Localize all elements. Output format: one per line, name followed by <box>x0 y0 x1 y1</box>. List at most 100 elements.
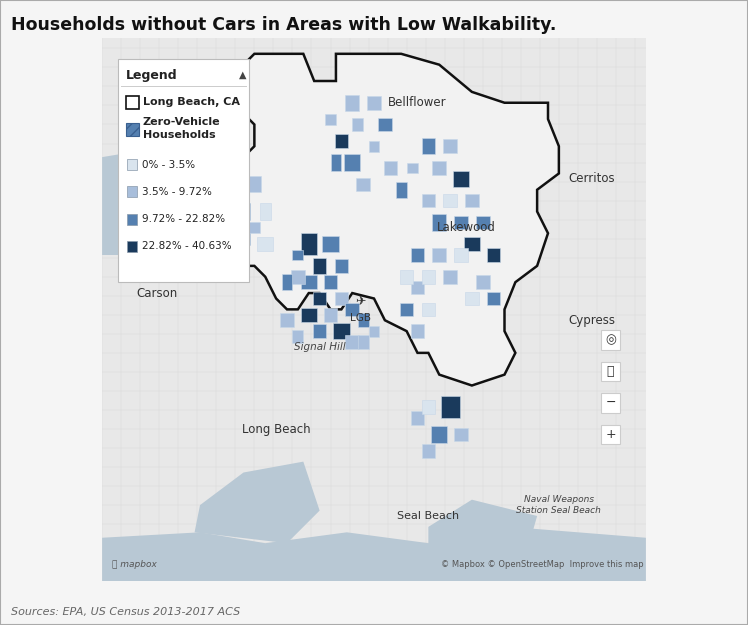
Text: 22.82% - 40.63%: 22.82% - 40.63% <box>142 241 231 251</box>
Bar <box>233 141 244 152</box>
Bar <box>333 323 349 339</box>
Text: Legend: Legend <box>126 69 177 81</box>
Text: Carson: Carson <box>136 286 177 299</box>
Bar <box>346 302 359 316</box>
Bar <box>453 171 469 187</box>
Bar <box>280 314 294 327</box>
Bar <box>334 134 348 148</box>
FancyBboxPatch shape <box>118 59 249 282</box>
Bar <box>313 258 326 274</box>
Bar <box>236 232 251 246</box>
Bar <box>444 270 457 284</box>
Bar <box>126 241 138 252</box>
Polygon shape <box>102 527 646 581</box>
Bar <box>249 222 260 233</box>
Bar <box>378 118 392 131</box>
Text: +: + <box>605 428 616 441</box>
Bar <box>411 324 424 338</box>
Bar <box>322 236 339 252</box>
Bar <box>313 292 326 305</box>
Text: ⤢: ⤢ <box>607 365 614 378</box>
Bar <box>396 182 407 198</box>
Bar <box>325 114 336 124</box>
Bar <box>324 308 337 322</box>
Bar <box>422 270 435 284</box>
Bar <box>352 118 363 131</box>
Bar <box>126 159 138 170</box>
Bar <box>367 96 381 109</box>
Bar <box>301 308 317 322</box>
Bar <box>346 94 359 111</box>
Text: ◎: ◎ <box>605 333 616 346</box>
Text: 9.72% - 22.82%: 9.72% - 22.82% <box>142 214 225 224</box>
Bar <box>476 216 489 229</box>
Bar <box>291 270 304 284</box>
Bar <box>422 444 435 458</box>
Polygon shape <box>102 146 211 255</box>
Bar <box>334 259 348 272</box>
Polygon shape <box>194 462 319 543</box>
FancyBboxPatch shape <box>601 424 620 444</box>
Bar <box>422 138 435 154</box>
Text: Signal Hill: Signal Hill <box>294 342 346 352</box>
Bar <box>292 330 303 343</box>
Text: Sources: EPA, US Census 2013-2017 ACS: Sources: EPA, US Census 2013-2017 ACS <box>11 608 240 618</box>
Bar <box>400 302 414 316</box>
Text: Cypress: Cypress <box>568 314 615 327</box>
Text: © Mapbox © OpenStreetMap  Improve this map: © Mapbox © OpenStreetMap Improve this ma… <box>441 561 643 569</box>
Bar <box>454 428 468 441</box>
Bar <box>476 276 489 289</box>
Text: −: − <box>605 396 616 409</box>
Text: Lakewood: Lakewood <box>437 221 496 234</box>
Bar <box>313 324 326 338</box>
Bar <box>260 203 271 219</box>
Text: LGB: LGB <box>350 312 371 322</box>
Bar <box>281 274 292 291</box>
Bar <box>248 176 261 192</box>
Bar <box>411 281 424 294</box>
Bar <box>422 302 435 316</box>
Bar <box>126 96 138 109</box>
Bar <box>126 214 138 224</box>
Bar <box>324 276 337 289</box>
Text: Households without Cars in Areas with Low Walkability.: Households without Cars in Areas with Lo… <box>11 16 557 34</box>
FancyBboxPatch shape <box>601 362 620 381</box>
Bar <box>334 292 348 305</box>
Bar <box>301 233 317 255</box>
Bar <box>292 249 303 261</box>
Bar <box>422 401 435 414</box>
Bar <box>346 335 359 349</box>
Bar <box>227 210 238 224</box>
Bar <box>369 326 379 336</box>
Bar <box>344 154 361 171</box>
Polygon shape <box>221 54 559 386</box>
Bar <box>432 214 446 231</box>
Bar <box>358 314 369 327</box>
Bar <box>464 238 480 251</box>
Bar <box>407 162 417 173</box>
Text: 0% - 3.5%: 0% - 3.5% <box>142 160 195 170</box>
Bar <box>400 270 414 284</box>
Bar <box>454 248 468 262</box>
Text: Bellflower: Bellflower <box>388 96 447 109</box>
Text: ✈: ✈ <box>355 295 366 308</box>
Text: Long Beach: Long Beach <box>242 422 310 436</box>
Bar <box>358 335 369 349</box>
Bar <box>224 173 241 195</box>
Text: ▲: ▲ <box>239 70 246 80</box>
Bar <box>126 123 138 136</box>
Bar <box>257 238 274 251</box>
Bar <box>487 248 500 262</box>
Text: Long Beach, CA: Long Beach, CA <box>143 98 240 107</box>
Text: Zero-Vehicle
Households: Zero-Vehicle Households <box>143 117 221 139</box>
Bar <box>221 151 234 164</box>
Bar <box>465 194 479 208</box>
Bar <box>236 203 251 219</box>
Bar <box>369 141 379 152</box>
Bar <box>384 161 397 175</box>
Text: Ⓜ mapbox: Ⓜ mapbox <box>112 561 157 569</box>
Bar <box>432 248 446 262</box>
FancyBboxPatch shape <box>601 330 620 349</box>
Bar <box>454 216 468 229</box>
Bar <box>126 186 138 198</box>
